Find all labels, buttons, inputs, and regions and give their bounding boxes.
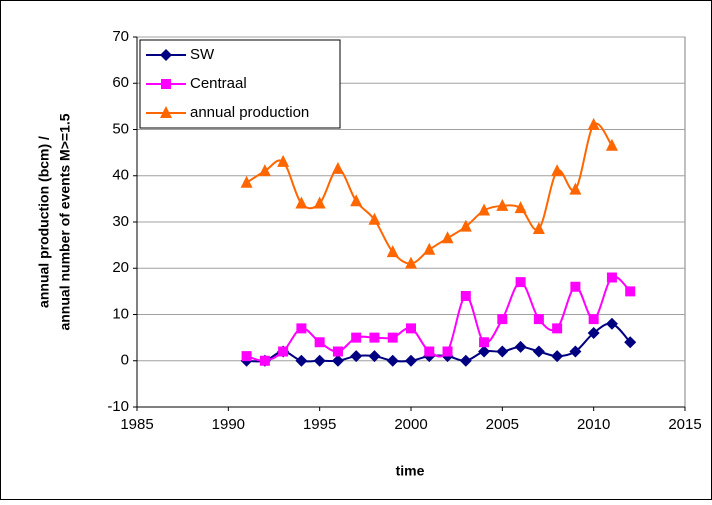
marker (314, 337, 325, 348)
marker (624, 336, 637, 349)
marker (479, 337, 490, 348)
marker (295, 354, 308, 367)
marker (459, 219, 472, 232)
y-tick-label: 50 (112, 120, 129, 137)
marker (387, 332, 398, 343)
marker (369, 332, 380, 343)
marker (625, 286, 636, 297)
y-tick-label: 70 (112, 28, 129, 45)
marker (478, 203, 491, 216)
marker (386, 245, 399, 258)
marker (532, 221, 545, 234)
marker (350, 350, 363, 363)
marker (258, 164, 271, 177)
marker (160, 106, 172, 118)
marker (496, 198, 509, 211)
marker (331, 354, 344, 367)
marker (296, 323, 307, 334)
marker (478, 345, 491, 358)
marker (514, 340, 527, 353)
marker (424, 346, 435, 357)
marker (259, 355, 270, 366)
marker (332, 346, 343, 357)
marker (569, 345, 582, 358)
marker (277, 154, 290, 167)
marker (240, 175, 253, 188)
marker (278, 346, 289, 357)
legend-label: annual production (190, 104, 309, 121)
marker (606, 272, 617, 283)
marker (515, 277, 526, 288)
marker (587, 117, 600, 130)
marker (569, 182, 582, 195)
marker (351, 332, 362, 343)
x-axis-label: time (396, 463, 425, 479)
marker (406, 323, 416, 334)
marker (313, 354, 326, 367)
marker (570, 281, 581, 292)
legend-label: Centraal (190, 75, 247, 92)
marker (587, 327, 600, 339)
y-tick-label: 60 (112, 74, 129, 91)
marker (588, 314, 599, 325)
marker (605, 138, 618, 151)
marker (405, 256, 417, 269)
marker (368, 212, 381, 225)
marker (497, 314, 508, 325)
x-tick-label: 2010 (577, 416, 610, 433)
y-axis-label: annual number of events M>=1.5 (57, 113, 73, 330)
y-axis-label: annual production (bcm) / (36, 136, 52, 308)
marker (460, 291, 471, 301)
x-tick-label: 2005 (486, 416, 519, 433)
marker (313, 196, 326, 209)
marker (423, 242, 436, 255)
x-tick-label: 1995 (303, 416, 336, 433)
x-tick-label: 1985 (120, 416, 153, 433)
marker (241, 351, 252, 362)
marker (551, 164, 564, 177)
marker (551, 350, 564, 363)
marker (331, 161, 344, 174)
marker (514, 201, 527, 214)
marker (405, 354, 417, 367)
y-tick-label: -10 (107, 398, 129, 415)
legend-label: SW (190, 46, 215, 63)
marker (605, 317, 618, 330)
x-tick-label: 2015 (668, 416, 701, 433)
marker (160, 49, 172, 61)
marker (295, 196, 308, 209)
y-tick-label: 20 (112, 259, 129, 276)
x-tick-label: 2000 (394, 416, 427, 433)
marker (496, 345, 509, 358)
y-tick-label: 40 (112, 167, 129, 184)
marker (532, 345, 545, 358)
y-tick-label: 30 (112, 213, 129, 230)
marker (368, 350, 381, 363)
marker (552, 323, 563, 334)
marker (442, 346, 453, 357)
marker (161, 79, 171, 89)
marker (459, 354, 472, 367)
marker (441, 231, 454, 244)
marker (533, 314, 544, 325)
marker (350, 194, 363, 207)
series-line (246, 275, 631, 362)
x-tick-label: 1990 (212, 416, 245, 433)
y-tick-label: 0 (121, 352, 129, 369)
marker (386, 354, 399, 367)
y-tick-label: 10 (112, 305, 129, 322)
